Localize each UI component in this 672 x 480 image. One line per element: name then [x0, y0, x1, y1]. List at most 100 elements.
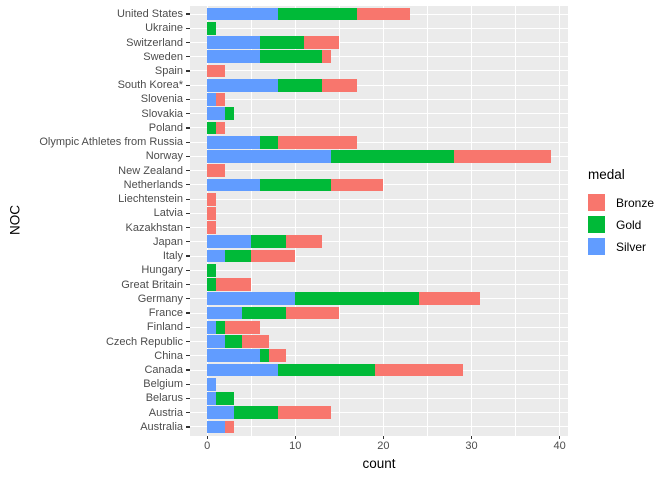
- row-gridline: [190, 284, 568, 286]
- legend-key-swatch-silver: [588, 238, 605, 255]
- bar-segment-bronze: [207, 64, 225, 78]
- bar-segment-gold: [260, 36, 305, 49]
- legend-items: Bronze Gold Silver: [588, 194, 654, 255]
- minor-gridline: [515, 5, 516, 436]
- x-axis-tick-label: 0: [204, 440, 211, 452]
- y-axis-label: Czech Republic: [105, 335, 183, 348]
- legend-item-gold: Gold: [588, 216, 654, 233]
- bar-segment-bronze: [216, 121, 225, 135]
- bar-segment-bronze: [216, 93, 225, 106]
- bar-segment-gold: [224, 249, 252, 263]
- bar-segment-gold: [251, 235, 287, 249]
- y-axis-tick: [186, 27, 190, 29]
- x-axis-tick: [382, 435, 384, 439]
- bar-segment-silver: [207, 50, 261, 64]
- row-gridline: [190, 70, 568, 72]
- bar-segment-silver: [207, 406, 234, 420]
- row-gridline: [190, 426, 568, 428]
- y-axis-label: Slovakia: [141, 107, 183, 120]
- bar-segment-bronze: [224, 320, 261, 334]
- legend-key-swatch-gold: [588, 216, 605, 233]
- y-axis-label: Canada: [144, 364, 183, 376]
- legend: medal Bronze Gold Silver: [588, 167, 654, 260]
- y-axis-tick: [186, 412, 190, 414]
- bar-segment-silver: [207, 420, 225, 434]
- bar-segment-silver: [207, 78, 278, 92]
- minor-gridline: [250, 5, 252, 436]
- bar-segment-bronze: [207, 221, 216, 235]
- y-axis-tick: [186, 184, 190, 186]
- bar-segment-silver: [207, 363, 278, 377]
- row-gridline: [190, 212, 568, 214]
- x-axis-tick-label: 10: [289, 440, 302, 452]
- bar-segment-silver: [207, 107, 225, 121]
- x-axis-tick-label: 20: [377, 440, 390, 452]
- bar-segment-silver: [207, 249, 225, 263]
- bar-segment-silver: [207, 349, 261, 363]
- y-axis-label: Finland: [146, 321, 183, 334]
- row-gridline: [190, 98, 568, 100]
- bar-segment-bronze: [304, 36, 340, 49]
- y-axis-label: Kazakhstan: [125, 221, 183, 234]
- y-axis-label: Italy: [162, 250, 183, 263]
- bar-segment-gold: [277, 363, 375, 377]
- legend-key-swatch-bronze: [588, 194, 605, 211]
- y-axis-tick: [186, 227, 190, 229]
- y-axis-label: Olympic Athletes from Russia: [39, 136, 183, 149]
- major-gridline: [558, 5, 561, 436]
- bar-segment-bronze: [277, 135, 357, 149]
- y-axis-label: Switzerland: [126, 36, 183, 49]
- y-axis-tick: [186, 170, 190, 172]
- bar-segment-bronze: [418, 292, 481, 306]
- y-axis-label: Ukraine: [145, 22, 183, 35]
- legend-label: Silver: [616, 239, 647, 254]
- plot-panel: [190, 5, 568, 436]
- y-axis-label: Great Britain: [121, 278, 183, 291]
- y-axis-label: Slovenia: [140, 93, 183, 106]
- y-axis-tick: [186, 141, 190, 143]
- y-axis-tick: [186, 355, 190, 357]
- row-gridline: [190, 341, 568, 343]
- bar-segment-silver: [207, 7, 278, 21]
- y-axis-label: Belgium: [143, 378, 183, 391]
- bar-segment-gold: [233, 406, 278, 420]
- bar-segment-bronze: [321, 78, 357, 92]
- x-axis-tick: [559, 435, 561, 439]
- major-gridline: [470, 5, 473, 436]
- legend-item-bronze: Bronze: [588, 194, 654, 211]
- y-axis-tick: [186, 283, 190, 286]
- bar-segment-bronze: [374, 363, 463, 377]
- bar-segment-bronze: [286, 235, 322, 249]
- bar-segment-bronze: [207, 206, 216, 220]
- row-gridline: [190, 383, 568, 385]
- y-axis-tick: [186, 98, 190, 101]
- bar-segment-bronze: [242, 335, 269, 348]
- y-axis-label: Hungary: [141, 264, 183, 277]
- y-axis-label: Liechtenstein: [118, 193, 183, 206]
- y-axis-label: Norway: [145, 150, 183, 163]
- y-axis-label: Sweden: [143, 50, 183, 63]
- major-gridline: [206, 5, 208, 436]
- y-axis-label: Poland: [148, 121, 183, 134]
- bar-segment-silver: [207, 377, 216, 391]
- y-axis-tick: [186, 127, 190, 129]
- legend-label: Gold: [616, 217, 642, 232]
- minor-gridline: [339, 5, 340, 436]
- y-axis-tick: [186, 312, 190, 314]
- x-axis-tick-label: 40: [553, 440, 566, 452]
- y-axis-label: United States: [116, 8, 183, 21]
- row-gridline: [190, 412, 568, 414]
- y-axis-tick: [186, 56, 190, 58]
- bar-segment-gold: [260, 178, 331, 192]
- bar-segment-bronze: [356, 7, 410, 21]
- bar-segment-silver: [207, 335, 225, 348]
- bar-segment-gold: [295, 292, 419, 306]
- row-gridline: [190, 326, 568, 328]
- y-axis-label: Germany: [137, 292, 183, 305]
- x-axis-tick: [470, 435, 473, 439]
- bar-segment-bronze: [330, 178, 384, 192]
- bar-segment-bronze: [268, 349, 287, 363]
- y-axis-label: Japan: [153, 235, 183, 248]
- bar-segment-gold: [242, 306, 287, 320]
